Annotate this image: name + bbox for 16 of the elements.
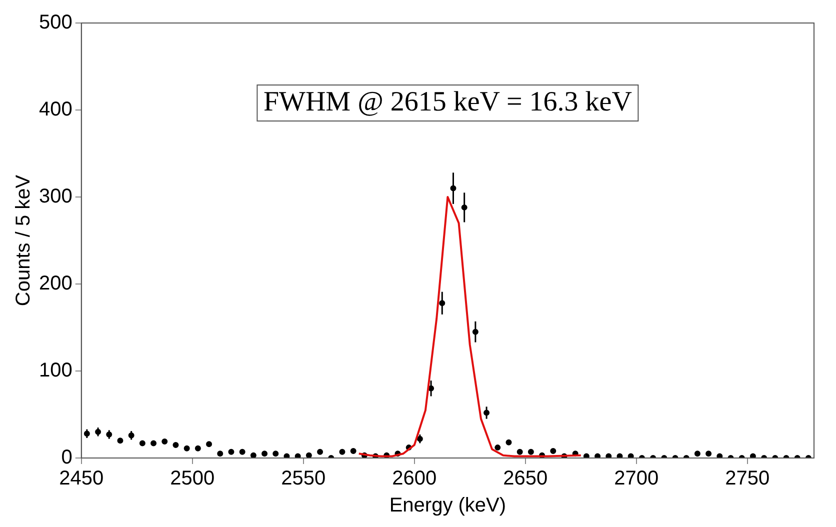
x-tick-label: 2450	[59, 468, 104, 490]
y-axis-title: Counts / 5 keV	[12, 174, 35, 306]
y-tick-label: 200	[38, 272, 72, 295]
x-tick-label: 2700	[614, 468, 659, 490]
x-axis-title: Energy (keV)	[389, 494, 506, 517]
annotation: FWHM @ 2615 keV = 16.3 keV	[263, 86, 632, 118]
x-tick-label: 2550	[281, 468, 326, 490]
x-tick-label: 2500	[170, 468, 215, 490]
x-tick-label: 2600	[392, 468, 437, 490]
x-tick-label: 2650	[503, 468, 548, 490]
y-tick-label: 0	[61, 446, 72, 469]
y-tick-label: 400	[38, 98, 72, 121]
x-tick-label: 2750	[725, 468, 770, 490]
y-tick-label: 100	[38, 360, 72, 382]
y-tick-label: 500	[38, 12, 72, 34]
y-tick-label: 300	[38, 186, 72, 208]
